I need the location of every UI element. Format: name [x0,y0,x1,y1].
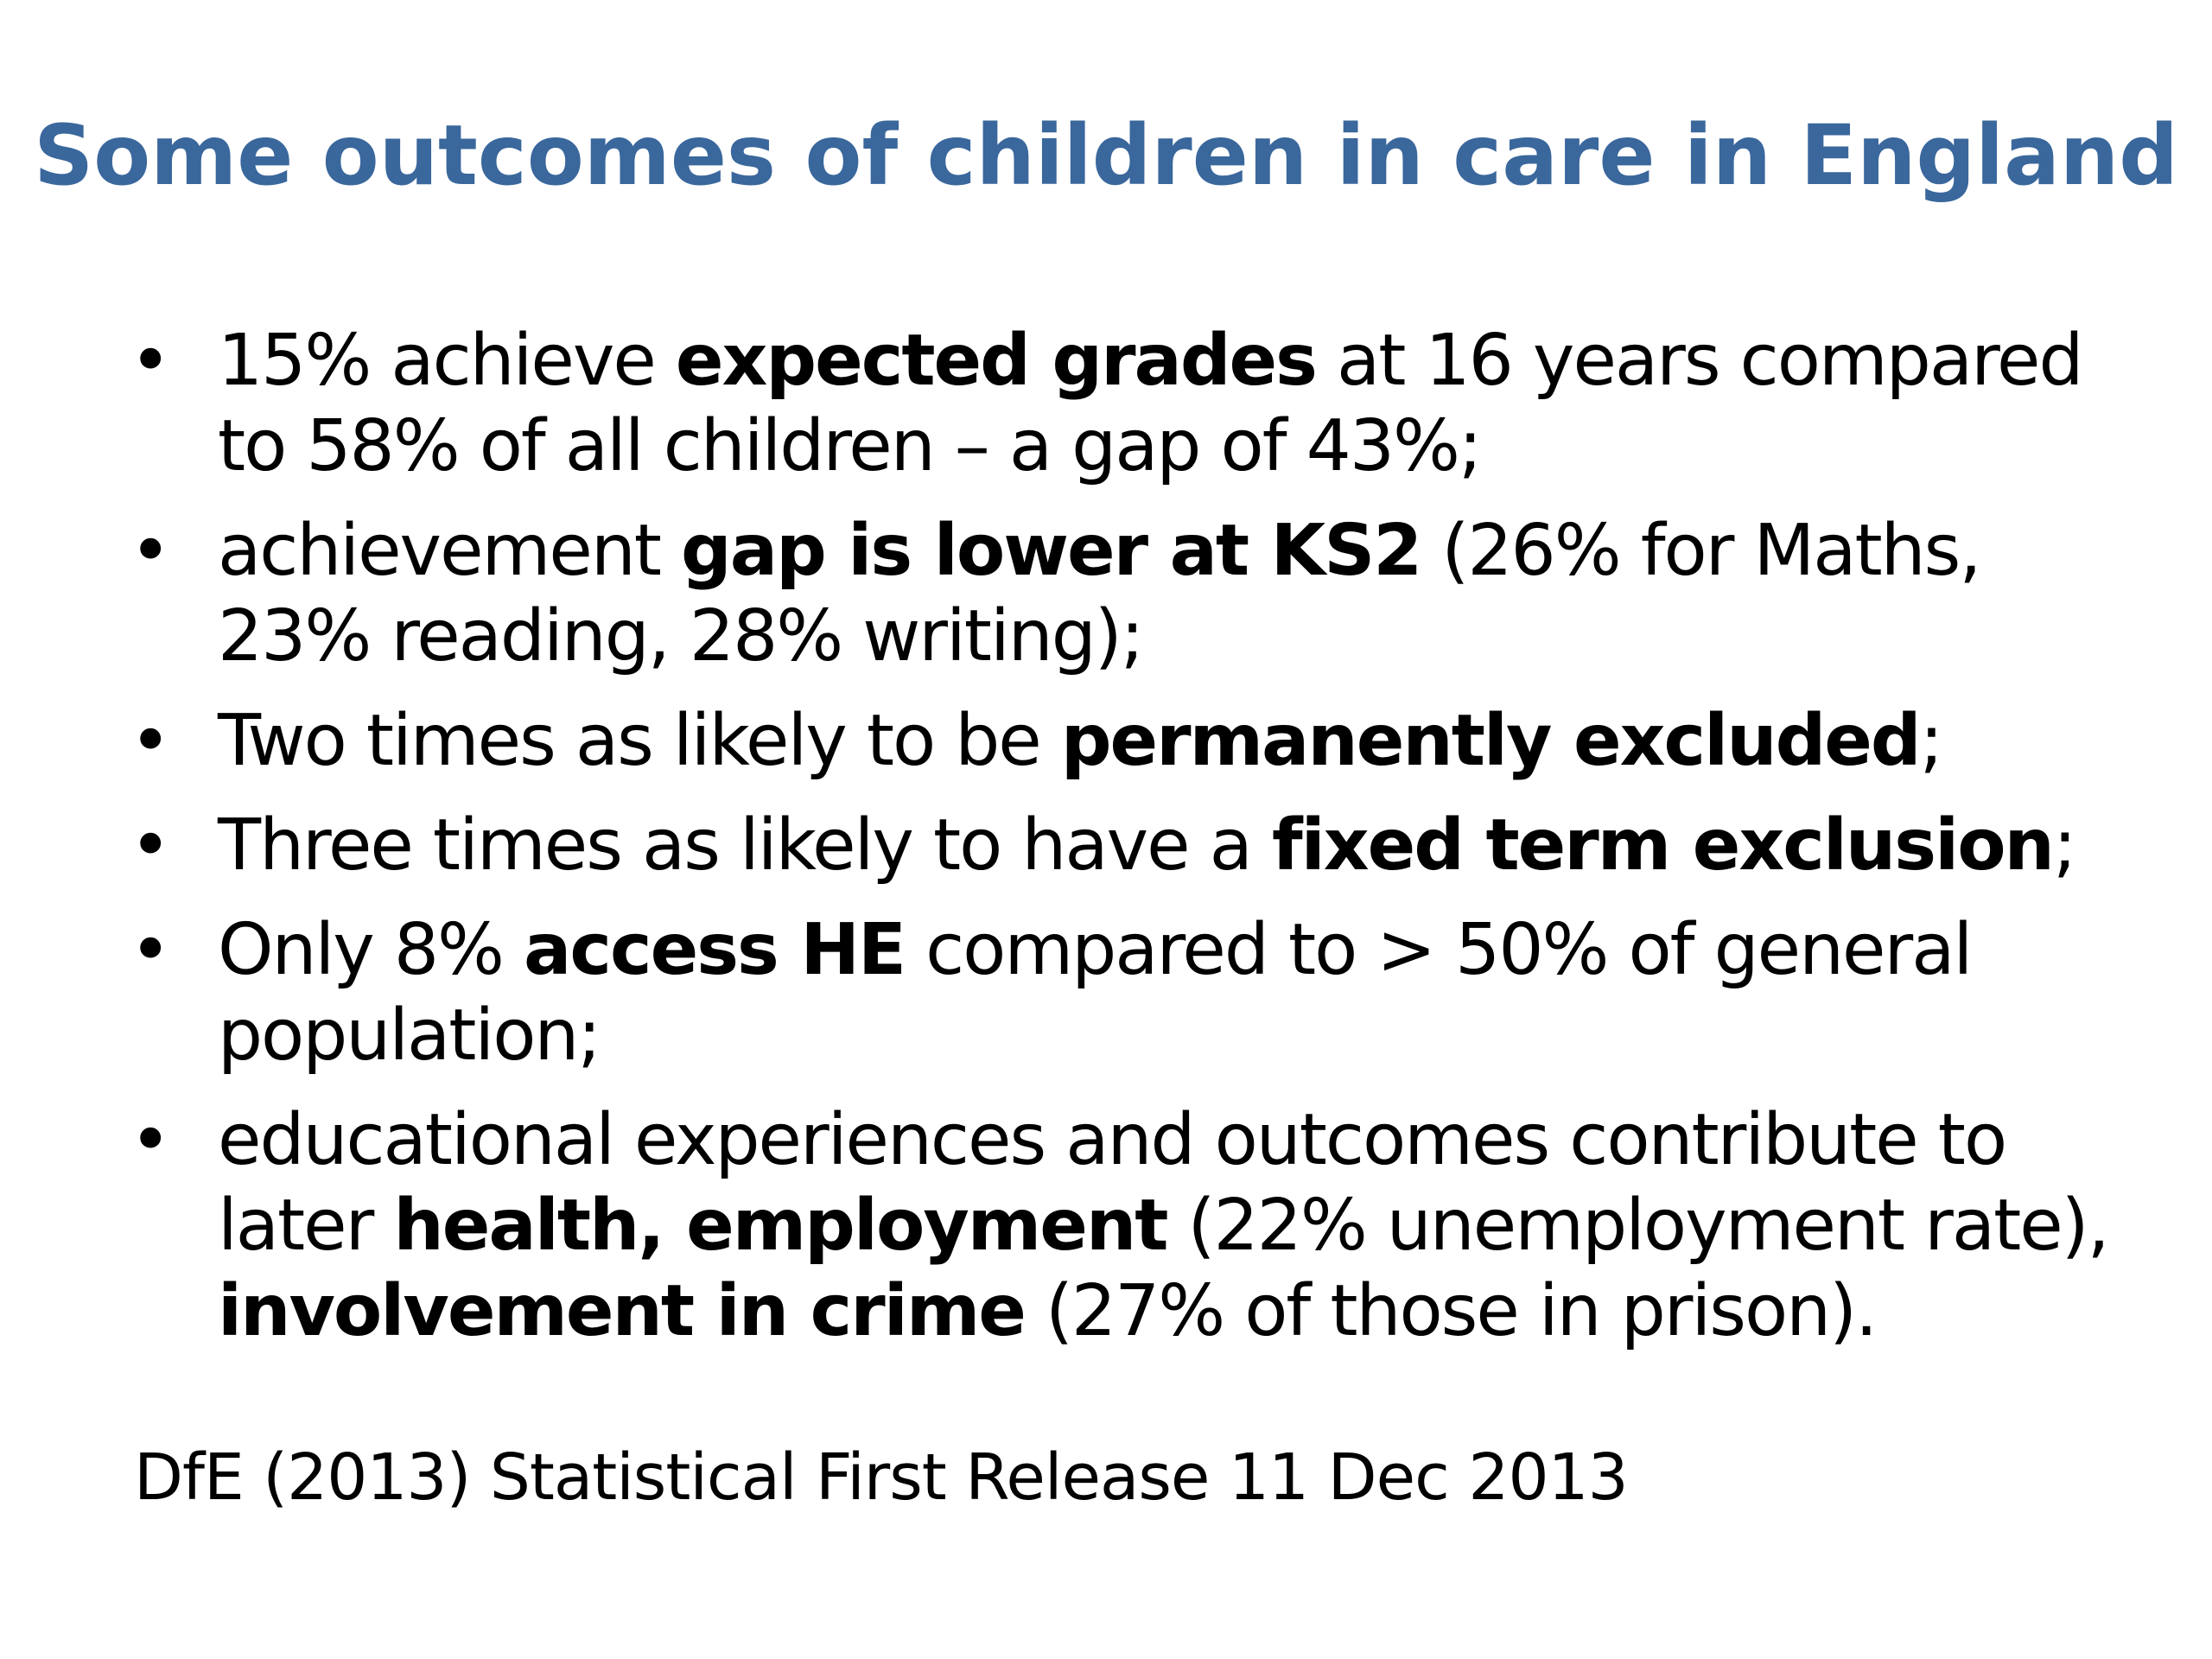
bullet-text: compared to > 50% of general population; [218,909,1973,1077]
bullet-text: Only 8% [218,909,524,991]
bullet-icon: • [130,1099,171,1181]
bullet-text: 15% achieve [218,320,676,402]
bullet-icon: • [130,804,171,887]
bullet-text: (22% unemployment rate), [1166,1185,2109,1267]
bullet-emphasis: expected grades [675,320,1318,402]
bullet-text: Two times as likely to be [218,700,1061,782]
bullet-item-access-he: • Only 8% access HE compared to > 50% of… [130,907,2134,1078]
bullet-emphasis: gap is lower at KS2 [681,510,1422,592]
bullet-icon: • [130,510,171,592]
slide-title: Some outcomes of children in care in Eng… [34,107,2178,204]
bullet-text: achievement [218,510,682,592]
bullet-emphasis: involvement in crime [218,1270,1027,1352]
bullet-emphasis: health, employment [393,1185,1168,1267]
bullet-text: ; [2052,804,2077,887]
bullet-item-expected-grades: • 15% achieve expected grades at 16 year… [130,318,2134,489]
bullet-icon: • [130,909,171,991]
bullet-text: (26% for Maths, 23% reading, 28% writing… [218,510,1981,677]
bullet-text: (27% of those in prison). [1024,1270,1878,1352]
bullet-text: ; [1919,700,1944,782]
source-citation: DfE (2013) Statistical First Release 11 … [134,1440,1629,1515]
bullet-text: at 16 years compared to 58% of all child… [218,320,2083,487]
bullet-emphasis: permanently excluded [1060,700,1922,782]
bullet-item-ks2-gap: • achievement gap is lower at KS2 (26% f… [130,508,2134,679]
bullet-item-permanently-excluded: • Two times as likely to be permanently … [130,698,2134,784]
bullet-item-later-outcomes: • educational experiences and outcomes c… [130,1097,2134,1354]
bullet-icon: • [130,700,171,782]
bullet-list: • 15% achieve expected grades at 16 year… [130,318,2134,1373]
bullet-icon: • [130,320,171,402]
bullet-text: Three times as likely to have a [218,804,1272,887]
bullet-emphasis: fixed term exclusion [1271,804,2055,887]
bullet-text: educational experiences and outcomes con… [218,1099,2007,1267]
bullet-item-fixed-term-exclusion: • Three times as likely to have a fixed … [130,803,2134,888]
bullet-emphasis: access HE [524,909,906,991]
